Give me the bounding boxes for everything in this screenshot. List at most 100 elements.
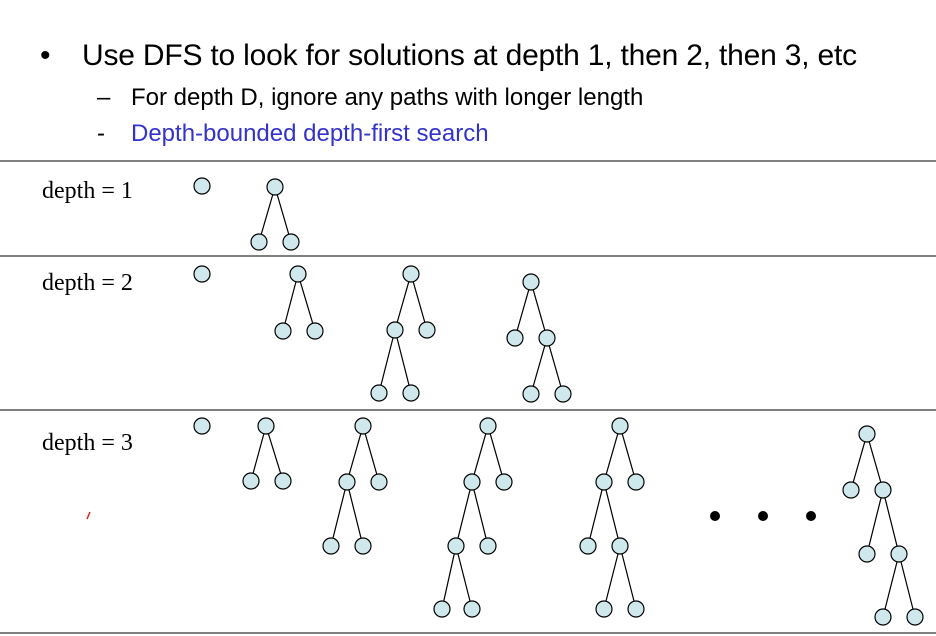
tree-node <box>611 417 629 435</box>
bullet-marker: • <box>40 39 51 72</box>
tree-edge <box>252 433 265 474</box>
tree-node <box>386 321 404 339</box>
main-bullet-text: Use DFS to look for solutions at depth 1… <box>82 39 857 72</box>
tree-edge <box>548 345 562 387</box>
tree-node <box>538 329 556 347</box>
tree-edge <box>532 289 546 331</box>
tree-edge <box>852 441 866 483</box>
tree-node <box>627 473 645 491</box>
tree-node <box>495 473 513 491</box>
tree-edge <box>884 497 898 547</box>
tree-node <box>858 425 876 443</box>
tree-edge <box>605 553 619 602</box>
tree-edge <box>267 433 282 474</box>
ellipsis-dot <box>710 511 720 521</box>
tree-node <box>306 322 324 340</box>
tree-edge <box>443 553 455 602</box>
tree-node <box>874 481 892 499</box>
depth-3-label: depth = 3 <box>42 430 133 456</box>
tree-edge <box>364 433 378 475</box>
tree-node <box>463 473 481 491</box>
tree-node <box>418 321 436 339</box>
tree-edge <box>299 281 314 324</box>
tree-node <box>842 481 860 499</box>
ellipsis-dot <box>806 511 816 521</box>
search-tree <box>242 417 292 490</box>
tree-edge <box>348 489 362 539</box>
search-tree <box>274 265 324 340</box>
tree-node <box>611 537 629 555</box>
sub-bullet-marker: – <box>97 84 111 111</box>
tree-edge <box>332 489 346 539</box>
tree-node <box>274 472 292 490</box>
tree-edge <box>489 433 503 475</box>
depth-1-label: depth = 1 <box>42 178 133 204</box>
search-tree <box>250 178 300 251</box>
tree-edge <box>457 489 471 539</box>
search-tree <box>579 417 645 618</box>
tree-edge <box>473 433 487 475</box>
tree-node <box>274 322 292 340</box>
search-tree <box>322 417 388 555</box>
search-tree <box>370 265 436 402</box>
tree-edge <box>621 553 635 602</box>
tree-node <box>193 417 211 435</box>
tree-edge <box>868 441 882 483</box>
tree-node <box>890 545 908 563</box>
tree-node <box>579 537 597 555</box>
tree-node <box>242 472 260 490</box>
depth-2-label: depth = 2 <box>42 270 133 296</box>
tree-node <box>282 233 300 251</box>
tree-node <box>447 537 465 555</box>
red-tick-mark <box>86 511 91 520</box>
tree-node <box>522 273 540 291</box>
tree-edge <box>589 489 603 539</box>
tree-node <box>479 417 497 435</box>
tree-edge <box>348 433 362 475</box>
tree-node <box>322 537 340 555</box>
search-tree <box>193 417 211 435</box>
ellipsis-dots <box>710 511 816 521</box>
tree-node <box>506 329 524 347</box>
tree-edge <box>457 553 471 602</box>
tree-node <box>257 417 275 435</box>
tree-node <box>193 265 211 283</box>
tree-edge <box>605 433 619 475</box>
tree-node <box>595 473 613 491</box>
tree-node <box>479 537 497 555</box>
tree-node <box>627 600 645 618</box>
tree-node <box>554 385 572 403</box>
tree-node <box>433 600 451 618</box>
search-trees <box>193 177 924 626</box>
tree-edge <box>276 194 290 235</box>
search-tree <box>193 177 211 195</box>
search-tree <box>433 417 513 618</box>
tree-node <box>266 178 284 196</box>
tree-node <box>338 473 356 491</box>
tree-node <box>402 384 420 402</box>
tree-edge <box>868 497 882 547</box>
ellipsis-dot <box>758 511 768 521</box>
tree-edge <box>605 489 619 539</box>
tree-node <box>874 608 892 626</box>
sub-bullet-marker: - <box>97 120 105 147</box>
tree-node <box>906 608 924 626</box>
tree-edge <box>396 281 410 323</box>
tree-node <box>354 417 372 435</box>
tree-node <box>402 265 420 283</box>
tree-edge <box>284 281 297 324</box>
tree-edge <box>473 489 487 539</box>
tree-edge <box>380 337 394 386</box>
tree-node <box>522 385 540 403</box>
search-tree <box>506 273 572 403</box>
tree-edge <box>884 561 898 610</box>
tree-edge <box>260 194 274 235</box>
tree-node <box>370 384 388 402</box>
search-tree <box>842 425 924 626</box>
tree-edge <box>532 345 546 387</box>
tree-edge <box>396 337 410 386</box>
tree-node <box>370 473 388 491</box>
tree-node <box>354 537 372 555</box>
tree-edge <box>412 281 426 323</box>
